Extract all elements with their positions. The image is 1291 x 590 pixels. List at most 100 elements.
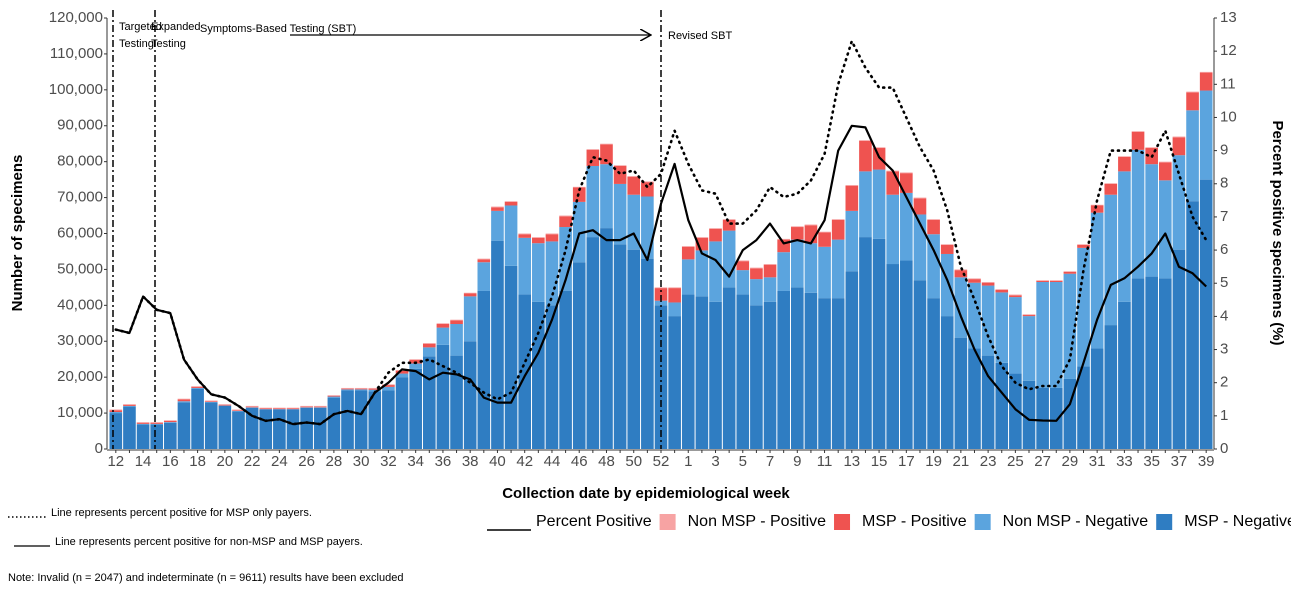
- bar-segment: [150, 422, 164, 423]
- bar-segment: [1104, 325, 1118, 449]
- bar-segment: [286, 409, 300, 449]
- bar-segment: [695, 250, 709, 297]
- bar-segment: [900, 172, 913, 174]
- x-tick-label: 38: [462, 453, 479, 470]
- bar-segment: [409, 363, 422, 369]
- bar-segment: [463, 341, 477, 449]
- x-tick-label: 21: [953, 453, 970, 470]
- bar-segment: [218, 404, 232, 406]
- bar-segment: [995, 292, 1009, 363]
- bar-segment: [273, 409, 286, 449]
- bar-segment: [1172, 137, 1186, 156]
- bar-segment: [177, 402, 191, 449]
- bar-segment: [940, 316, 954, 449]
- y-tick-label: 90,000: [57, 117, 103, 134]
- bar-segment: [463, 293, 477, 297]
- bar-segment: [859, 140, 872, 141]
- bar-segment: [968, 278, 981, 280]
- bar-segment: [518, 294, 532, 449]
- bar-segment: [1131, 131, 1145, 132]
- bar-segment: [368, 387, 382, 389]
- legend-swatch: [1156, 514, 1173, 530]
- bar-segment: [750, 268, 763, 280]
- bar-segment: [463, 296, 477, 342]
- x-tick-label: 32: [380, 453, 397, 470]
- y-tick-label: 80,000: [57, 153, 103, 170]
- legend-swatch: [974, 514, 991, 530]
- bar-segment: [450, 355, 463, 449]
- x-tick-label: 7: [766, 453, 774, 470]
- bar-segment: [818, 298, 831, 449]
- bar-segment: [136, 422, 150, 424]
- bar-segment: [1022, 315, 1036, 317]
- bar-segment: [600, 143, 613, 145]
- bar-segment: [341, 389, 354, 391]
- bar-segment: [1104, 183, 1118, 195]
- bar-segment: [368, 389, 382, 392]
- bar-segment: [613, 244, 627, 449]
- bar-segment: [559, 227, 572, 291]
- x-tick-label: 19: [925, 453, 942, 470]
- bar-segment: [395, 370, 409, 374]
- bar-segment: [668, 288, 681, 303]
- bar-segment: [436, 344, 450, 449]
- bar-segment: [273, 408, 286, 410]
- bar-segment: [245, 405, 259, 407]
- bar-segment: [1172, 249, 1186, 449]
- bar-segment: [191, 386, 204, 387]
- bar-segment: [886, 171, 900, 195]
- bar-segment: [341, 387, 354, 389]
- bar-segment: [722, 230, 736, 288]
- annotation: Testing: [119, 38, 154, 50]
- bar-segment: [518, 233, 532, 235]
- bar-segment: [627, 176, 641, 177]
- x-tick-label: 36: [435, 453, 452, 470]
- bar-segment: [409, 368, 422, 449]
- bar-segment: [354, 389, 368, 391]
- bar-segment: [940, 253, 954, 317]
- bar-segment: [313, 407, 327, 449]
- bar-segment: [395, 373, 409, 378]
- bar-segment: [859, 171, 872, 238]
- bar-segment: [409, 359, 422, 360]
- bar-segment: [1145, 164, 1158, 277]
- bar-segment: [354, 388, 368, 390]
- bar-segment: [1158, 161, 1172, 163]
- bar-segment: [477, 290, 491, 449]
- bar-segment: [613, 183, 627, 245]
- bar-segment: [1036, 280, 1049, 282]
- bar-segment: [1131, 131, 1145, 150]
- y2-tick-label: 12: [1220, 42, 1237, 59]
- x-tick-label: 1: [684, 453, 692, 470]
- bar-segment: [218, 404, 232, 405]
- x-tick-label: 15: [871, 453, 888, 470]
- bar-segment: [736, 261, 750, 271]
- percent-line: [114, 39, 1208, 426]
- bar-segment: [491, 240, 504, 449]
- bar-segment: [722, 219, 736, 220]
- bar-segment: [872, 238, 886, 449]
- bar-segment: [1186, 110, 1199, 202]
- y2-tick-label: 13: [1220, 9, 1237, 26]
- y2-tick-label: 7: [1220, 208, 1228, 225]
- y-tick-label: 110,000: [50, 45, 103, 62]
- bar-segment: [1036, 280, 1049, 281]
- x-tick-label: 11: [817, 453, 833, 470]
- bar-segment: [572, 262, 586, 449]
- bar-segment: [872, 147, 886, 149]
- x-tick-label: 37: [1171, 453, 1188, 470]
- line-note: Line represents percent positive for non…: [55, 536, 363, 548]
- y2-tick-label: 0: [1220, 440, 1228, 457]
- bar-segment: [232, 410, 245, 411]
- bar-segment: [750, 279, 763, 306]
- legend-label: MSP - Positive: [862, 513, 967, 530]
- bar-segment: [150, 423, 164, 425]
- y-tick-label: 10,000: [57, 404, 103, 421]
- bar-segment: [559, 290, 572, 449]
- bar-segment: [845, 271, 859, 449]
- bar-segment: [1118, 156, 1131, 157]
- bar-segment: [804, 243, 818, 293]
- bar-segment: [422, 343, 436, 348]
- bar-segment: [763, 301, 777, 449]
- bar-segment: [913, 197, 927, 199]
